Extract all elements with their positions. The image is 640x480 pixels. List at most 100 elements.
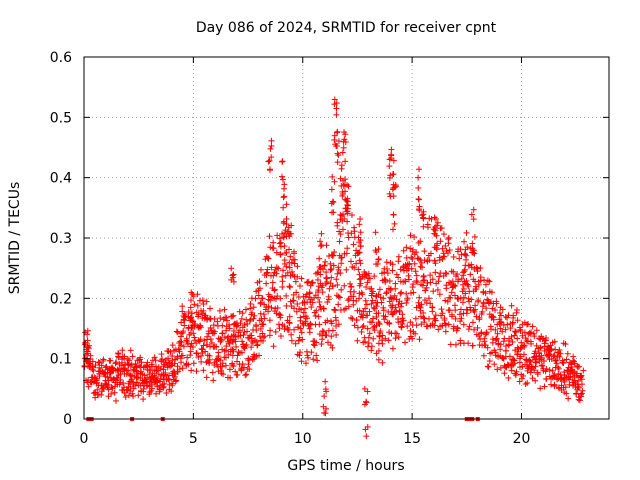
- x-tick-labels: 0 5 10 15 20: [80, 431, 531, 447]
- data-point: [541, 340, 548, 347]
- data-point: [517, 353, 524, 360]
- data-point: [112, 360, 119, 367]
- data-point: [188, 310, 195, 317]
- data-point: [505, 374, 512, 381]
- data-point: [471, 233, 478, 240]
- data-point: [551, 352, 558, 359]
- data-point: [450, 282, 457, 289]
- data-point: [318, 230, 325, 237]
- data-point: [511, 332, 518, 339]
- data-point: [357, 215, 364, 222]
- data-point: [497, 364, 504, 371]
- data-point: [357, 260, 364, 267]
- data-point: [251, 312, 258, 319]
- data-point: [333, 331, 340, 338]
- data-point: [143, 378, 150, 385]
- data-point: [416, 336, 423, 343]
- data-point: [160, 384, 167, 391]
- data-point: [553, 360, 560, 367]
- data-point: [334, 143, 341, 150]
- data-point: [89, 364, 96, 371]
- data-point: [512, 328, 519, 335]
- data-point: [331, 101, 338, 108]
- data-point: [214, 318, 221, 325]
- y-tick-label: 0: [63, 412, 72, 428]
- data-point: [553, 357, 560, 364]
- y-tick-label: 0.2: [50, 291, 72, 307]
- data-point: [400, 247, 407, 254]
- data-point: [125, 367, 132, 374]
- data-point: [261, 333, 268, 340]
- data-point: [199, 297, 206, 304]
- data-point: [492, 307, 499, 314]
- data-point: [472, 306, 479, 313]
- data-point: [246, 366, 253, 373]
- data-point: [340, 177, 347, 184]
- data-point: [523, 321, 530, 328]
- data-point: [364, 279, 371, 286]
- data-point: [339, 226, 346, 233]
- data-point: [188, 297, 195, 304]
- data-point: [329, 198, 336, 205]
- data-point: [298, 306, 305, 313]
- data-point: [470, 216, 477, 223]
- data-point: [418, 301, 425, 308]
- data-point: [442, 242, 449, 249]
- data-point: [390, 295, 397, 302]
- data-point: [496, 309, 503, 316]
- data-point: [442, 269, 449, 276]
- data-point: [397, 303, 404, 310]
- data-point: [468, 261, 475, 268]
- data-point: [286, 283, 293, 290]
- data-point: [482, 290, 489, 297]
- data-point: [197, 324, 204, 331]
- data-point: [116, 381, 123, 388]
- data-point: [392, 183, 399, 190]
- data-point: [144, 374, 151, 381]
- data-point: [100, 356, 107, 363]
- data-point: [223, 317, 230, 324]
- data-point: [269, 279, 276, 286]
- data-point: [153, 390, 160, 397]
- data-point: [348, 212, 355, 219]
- data-point: [283, 249, 290, 256]
- data-point: [331, 132, 338, 139]
- data-point: [436, 257, 443, 264]
- data-point: [461, 238, 468, 245]
- data-point: [257, 266, 264, 273]
- data-point: [513, 306, 520, 313]
- data-point: [279, 283, 286, 290]
- data-point: [207, 336, 214, 343]
- data-point: [580, 367, 587, 374]
- axis-ticks: [83, 56, 609, 420]
- data-point: [120, 380, 127, 387]
- data-point: [509, 339, 516, 346]
- data-point: [551, 372, 558, 379]
- data-point: [395, 319, 402, 326]
- data-point: [287, 272, 294, 279]
- data-point: [381, 276, 388, 283]
- data-point: [534, 371, 541, 378]
- data-point: [463, 229, 470, 236]
- data-point: [354, 337, 361, 344]
- data-point: [370, 324, 377, 331]
- data-point: [266, 332, 273, 339]
- data-point: [300, 309, 307, 316]
- data-point: [123, 370, 130, 377]
- data-point: [194, 291, 201, 298]
- data-point: [531, 367, 538, 374]
- data-point: [331, 306, 338, 313]
- data-point: [379, 332, 386, 339]
- data-point: [297, 325, 304, 332]
- data-point: [271, 286, 278, 293]
- data-point: [578, 372, 585, 379]
- data-point: [115, 354, 122, 361]
- data-point: [277, 314, 284, 321]
- data-point: [171, 360, 178, 367]
- data-point: [345, 303, 352, 310]
- data-point: [415, 299, 422, 306]
- data-point: [382, 313, 389, 320]
- data-point: [85, 383, 92, 390]
- data-point: [439, 310, 446, 317]
- data-point: [307, 296, 314, 303]
